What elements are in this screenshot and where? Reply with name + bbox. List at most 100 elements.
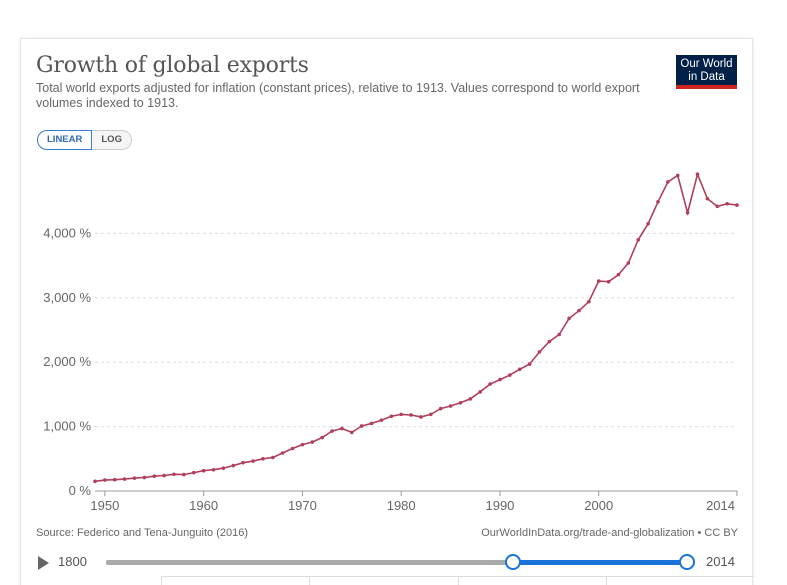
data-point [142, 475, 147, 480]
data-point [330, 429, 334, 433]
data-point [93, 479, 97, 484]
data-point [735, 203, 739, 207]
data-point [241, 460, 245, 465]
data-point [112, 477, 117, 482]
data-point [359, 424, 364, 428]
data-point [715, 204, 720, 209]
data-point [458, 400, 463, 405]
data-point [537, 350, 542, 354]
logo-line-2: in Data [688, 70, 725, 83]
data-point [182, 472, 186, 477]
chart-subtitle: Total world exports adjusted for inflati… [36, 81, 640, 110]
timeline-start-handle[interactable] [505, 554, 521, 570]
data-point [251, 459, 255, 463]
y-tick-label: 2,000 % [43, 354, 91, 369]
chart-title: Growth of global exports [36, 53, 309, 78]
data-point [162, 473, 166, 478]
license-label: • CC BY [697, 527, 738, 539]
data-point [231, 463, 236, 468]
data-point [172, 472, 176, 477]
logo-line-1: Our World [680, 58, 733, 70]
data-point [725, 201, 729, 206]
data-point [369, 421, 374, 426]
chart-card: Growth of global exports Total world exp… [20, 38, 754, 585]
data-point [310, 440, 315, 444]
data-point [448, 404, 453, 408]
data-point [626, 261, 631, 265]
data-point [379, 418, 384, 422]
x-tick-label: 1980 [387, 498, 416, 513]
data-point [429, 412, 433, 417]
x-tick-label: 1970 [288, 498, 317, 513]
timeline-track[interactable] [106, 560, 687, 565]
y-tick-label: 0 % [69, 483, 92, 498]
data-point [132, 476, 137, 480]
data-point [419, 415, 423, 419]
data-point [666, 180, 670, 184]
footer-link-group: OurWorldInData.org/trade-and-globalizati… [481, 527, 738, 539]
x-tick-label: 1960 [189, 498, 218, 513]
tab-table[interactable] [457, 577, 606, 585]
x-tick-label: 1990 [485, 498, 514, 513]
data-point [438, 406, 443, 411]
data-point [705, 196, 710, 201]
data-point [152, 474, 157, 478]
play-icon[interactable] [38, 556, 49, 570]
source-link[interactable]: OurWorldInData.org/trade-and-globalizati… [481, 527, 695, 539]
data-point [280, 451, 285, 455]
data-point [508, 373, 512, 377]
data-point [300, 442, 305, 447]
tab-chart[interactable] [161, 577, 309, 585]
linear-scale-button[interactable]: LINEAR [37, 130, 93, 150]
data-point [103, 478, 107, 482]
data-point [527, 362, 532, 366]
data-point [517, 367, 522, 372]
timeline-end-handle[interactable] [679, 554, 695, 570]
data-point [221, 466, 226, 470]
x-tick-label: 2014 [706, 498, 735, 513]
bottom-tab-strip [161, 576, 754, 585]
source-note: Source: Federico and Tena-Junguito (2016… [36, 527, 248, 539]
data-point [587, 299, 591, 304]
data-point [596, 279, 601, 283]
data-point [290, 446, 295, 451]
scale-toggle: LINEAR LOG [37, 130, 132, 150]
owid-logo[interactable]: Our World in Data [676, 55, 737, 89]
data-point [350, 430, 354, 435]
data-point [261, 457, 265, 461]
data-point [478, 390, 483, 394]
data-point [340, 426, 344, 431]
data-point [389, 414, 394, 419]
x-tick-label: 2000 [584, 498, 613, 513]
timeline: 1800 2014 [36, 552, 741, 574]
data-point [191, 470, 196, 475]
data-point [468, 397, 473, 401]
tab-sources[interactable] [605, 577, 754, 585]
timeline-start-label: 1800 [58, 554, 87, 569]
data-point [675, 173, 680, 178]
tab-map[interactable] [309, 577, 457, 585]
timeline-selected-range [513, 560, 687, 565]
data-point [498, 377, 502, 382]
y-tick-label: 1,000 % [43, 419, 91, 434]
x-tick-label: 1950 [90, 498, 119, 513]
data-point [557, 332, 562, 337]
data-point [695, 172, 700, 176]
y-tick-label: 4,000 % [43, 225, 91, 240]
data-point [685, 210, 690, 215]
data-point [547, 339, 552, 344]
data-point [270, 455, 275, 460]
data-point [656, 200, 660, 204]
line-chart: 0 % 1,000 % 2,000 % 3,000 % 4,000 % 1950 1960 1… [43, 171, 739, 513]
data-point [399, 412, 403, 417]
data-point [488, 382, 492, 386]
log-scale-button[interactable]: LOG [92, 130, 132, 150]
data-point [567, 316, 571, 321]
data-point [646, 221, 650, 226]
data-point [616, 272, 621, 277]
timeline-end-label: 2014 [706, 554, 735, 569]
data-point [201, 468, 206, 473]
data-point [320, 435, 324, 440]
y-tick-label: 3,000 % [43, 290, 91, 305]
data-point [577, 308, 581, 313]
